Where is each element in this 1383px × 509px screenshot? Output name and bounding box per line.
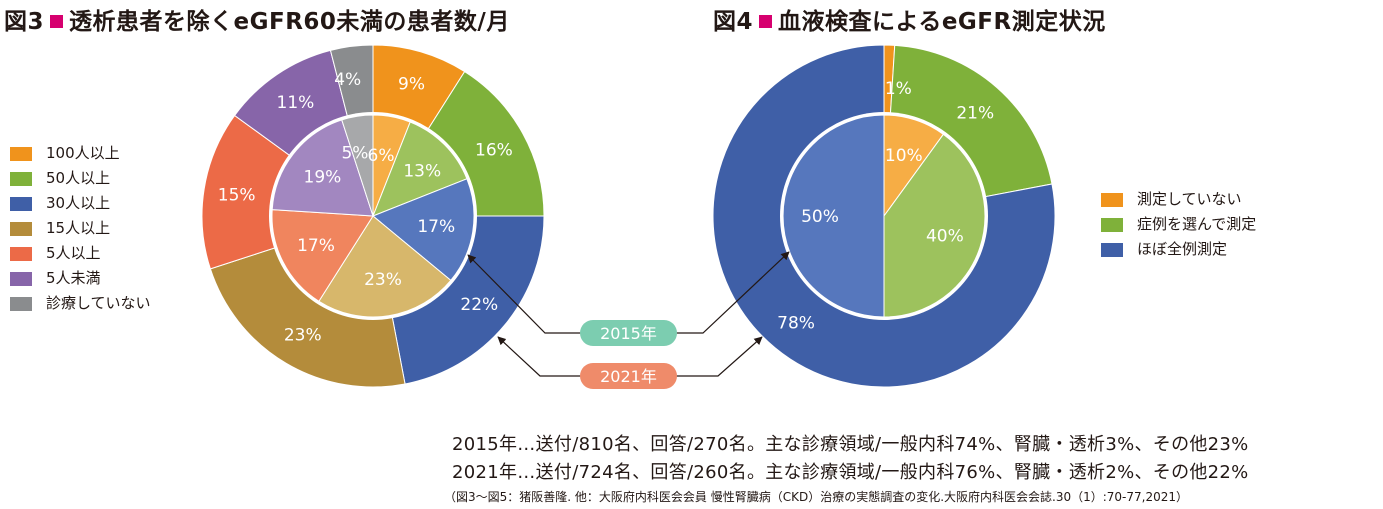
fig3-legend-swatch-2 [10, 196, 32, 211]
fig3-inner-slice-6 [341, 114, 374, 217]
fig3-legend-item-3: 15人以上 [10, 216, 151, 241]
fig3-legend: 100人以上 50人以上 30人以上 15人以上 5人以上 5人未満診療していない [10, 141, 151, 316]
title-marker-icon [50, 15, 64, 28]
fig4-legend-swatch-0 [1101, 192, 1123, 207]
fig3-outer-label-4: 15% [218, 185, 256, 205]
fig3-inner-slice-5 [271, 119, 374, 217]
fig3-legend-item-5: 5人未満 [10, 266, 151, 291]
fig3-title: 図3 透析患者を除くeGFR60未満の患者数/月 [4, 2, 510, 36]
fig3-inner-label-2: 17% [417, 217, 455, 237]
fig4-legend-swatch-2 [1101, 242, 1123, 257]
fig4-inner-label-1: 40% [926, 227, 964, 247]
fig3-title-text: 透析患者を除くeGFR60未満の患者数/月 [69, 9, 510, 35]
fig4-legend-item-2: ほぼ全例測定 [1101, 237, 1256, 262]
fig3-inner-slice-4 [271, 209, 374, 302]
note-2021: 2021年…送付/724名、回答/260名。主な診療領域/一般内科76%、腎臓・… [452, 462, 1249, 483]
fig3-legend-label-3: 15人以上 [46, 219, 111, 237]
badge-2021-label: 2021年 [600, 367, 657, 386]
fig4-title-text: 血液検査によるeGFR測定状況 [778, 9, 1106, 35]
fig3-inner-label-3: 23% [364, 270, 402, 290]
fig3-legend-swatch-1 [10, 171, 32, 186]
fig3-legend-item-0: 100人以上 [10, 141, 151, 166]
fig4-outer-label-0: 1% [885, 79, 912, 99]
fig4-legend-label-0: 測定していない [1137, 190, 1242, 208]
fig3-legend-label-4: 5人以上 [46, 244, 101, 262]
fig4-inner-label-0: 10% [885, 146, 923, 166]
fig3-legend-label-5: 5人未満 [46, 269, 101, 287]
fig3-legend-swatch-6 [10, 296, 32, 311]
fig3-inner-label-5: 19% [304, 168, 342, 188]
fig4-legend-item-0: 測定していない [1101, 187, 1256, 212]
fig3-legend-swatch-4 [10, 246, 32, 261]
fig3-inner-label-4: 17% [297, 236, 335, 256]
fig3-legend-item-4: 5人以上 [10, 241, 151, 266]
fig4-legend-label-2: ほぼ全例測定 [1137, 240, 1228, 258]
fig4-legend-label-1: 症例を選んで測定 [1137, 215, 1257, 233]
fig3-outer-label-2: 22% [460, 295, 498, 315]
fig4-outer-slice-2 [712, 44, 1056, 388]
fig4-prefix: 図4 [713, 9, 754, 35]
fig3-outer-label-5: 11% [277, 93, 315, 113]
fig3-legend-item-6: 診療していない [10, 291, 151, 316]
title-marker-icon [759, 15, 773, 28]
badge-2015-label: 2015年 [600, 324, 657, 343]
fig3-legend-item-1: 50人以上 [10, 166, 151, 191]
fig3-inner-slice-2 [372, 178, 475, 282]
badge-2015-bg [580, 320, 677, 346]
fig4-outer-label-1: 21% [956, 103, 994, 123]
fig4-legend-swatch-1 [1101, 217, 1123, 232]
fig3-inner-slice-3 [318, 215, 452, 318]
badge-2021-bg [580, 363, 677, 389]
charts-canvas: 9% 16% 22% 23% 15% 11% 4% 6% 13% 17% 23% 17% 19% 5% 1%… [201, 44, 1056, 389]
fig3-prefix: 図3 [4, 9, 45, 35]
fig4-title: 図4 血液検査によるeGFR測定状況 [713, 2, 1106, 36]
fig3-inner-label-1: 13% [403, 162, 441, 182]
fig3-legend-label-1: 50人以上 [46, 169, 111, 187]
fig3-inner-label-6: 5% [341, 144, 368, 164]
fig3-legend-label-0: 100人以上 [46, 144, 120, 162]
note-2015: 2015年…送付/810名、回答/270名。主な診療領域/一般内科74%、腎臓・… [452, 434, 1249, 455]
fig3-legend-swatch-5 [10, 271, 32, 286]
fig3-legend-item-2: 30人以上 [10, 191, 151, 216]
fig3-outer-label-6: 4% [334, 70, 361, 90]
fig4-inner-label-2: 50% [801, 207, 839, 227]
fig3-legend-label-2: 30人以上 [46, 194, 111, 212]
fig4-legend-item-1: 症例を選んで測定 [1101, 212, 1256, 237]
fig3-legend-label-6: 診療していない [46, 294, 151, 312]
fig3-inner-label-0: 6% [368, 146, 395, 166]
fig3-outer-label-3: 23% [284, 326, 322, 346]
fig4-inner-slice-2 [782, 114, 885, 318]
fig4-outer-label-2: 78% [777, 313, 815, 333]
fig3-legend-swatch-3 [10, 221, 32, 236]
fig3-inner-slice-1 [372, 121, 468, 217]
fig3-outer-label-1: 16% [475, 140, 513, 160]
fig4-inner-slice-1 [883, 133, 986, 318]
fig4-legend: 測定していない 症例を選んで測定 ほぼ全例測定 [1101, 187, 1256, 262]
fig3-legend-swatch-0 [10, 146, 32, 161]
source-citation: （図3〜図5：猪阪善隆. 他：大阪府内科医会会員 慢性腎臓病（CKD）治療の実態… [444, 490, 1189, 504]
fig3-outer-label-0: 9% [398, 74, 425, 94]
